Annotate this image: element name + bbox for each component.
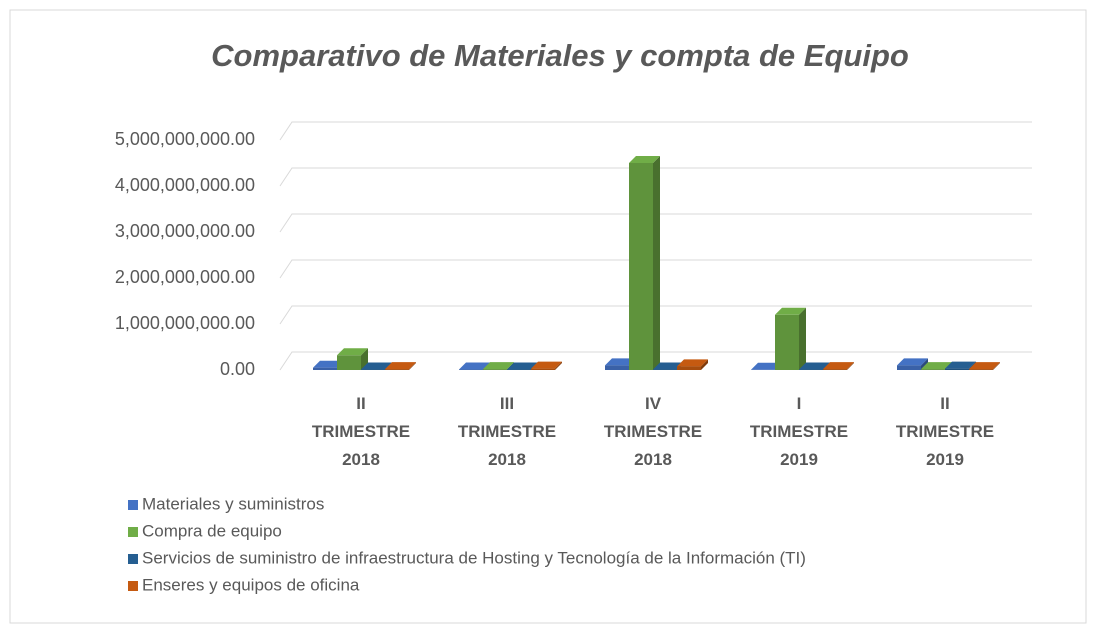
y-tick-label: 3,000,000,000.00 <box>115 221 255 241</box>
legend-label: Servicios de suministro de infraestructu… <box>142 548 806 567</box>
bar-front <box>605 365 629 370</box>
x-tick-line: 2018 <box>634 450 672 469</box>
x-tick-line: 2019 <box>780 450 818 469</box>
bar-side <box>653 156 660 370</box>
bar-front <box>969 369 993 370</box>
bar-front <box>945 369 969 370</box>
legend-label: Enseres y equipos de oficina <box>142 575 360 594</box>
bar-front <box>921 369 945 370</box>
legend-label: Materiales y suministros <box>142 494 324 513</box>
x-tick-line: II <box>940 394 949 413</box>
x-tick-line: TRIMESTRE <box>458 422 556 441</box>
bar-front <box>483 369 507 370</box>
x-tick-line: II <box>356 394 365 413</box>
chart-title: Comparativo de Materiales y compta de Eq… <box>211 38 909 73</box>
bar-front <box>337 355 361 370</box>
x-tick-line: III <box>500 394 514 413</box>
y-tick-label: 5,000,000,000.00 <box>115 129 255 149</box>
x-tick-line: TRIMESTRE <box>896 422 994 441</box>
y-tick-label: 0.00 <box>220 359 255 379</box>
x-tick-line: 2019 <box>926 450 964 469</box>
y-tick-label: 2,000,000,000.00 <box>115 267 255 287</box>
bar-side <box>799 308 806 370</box>
legend-swatch <box>128 581 138 591</box>
y-tick-label: 4,000,000,000.00 <box>115 175 255 195</box>
legend-label: Compra de equipo <box>142 521 282 540</box>
x-tick-line: TRIMESTRE <box>604 422 702 441</box>
x-tick-line: TRIMESTRE <box>750 422 848 441</box>
legend-swatch <box>128 500 138 510</box>
legend-swatch <box>128 527 138 537</box>
bar-front <box>775 315 799 370</box>
bar-front <box>531 369 555 370</box>
bar <box>629 156 660 370</box>
x-tick-line: 2018 <box>488 450 526 469</box>
bar-front <box>629 163 653 370</box>
bar-front <box>313 368 337 370</box>
bar-front <box>897 365 921 370</box>
bar-front <box>385 369 409 370</box>
x-tick-line: TRIMESTRE <box>312 422 410 441</box>
legend-swatch <box>128 554 138 564</box>
y-tick-label: 1,000,000,000.00 <box>115 313 255 333</box>
bar <box>337 348 368 370</box>
bar-front <box>823 369 847 370</box>
x-tick-line: I <box>797 394 802 413</box>
x-tick-line: IV <box>645 394 662 413</box>
x-tick-line: 2018 <box>342 450 380 469</box>
bar <box>775 308 806 370</box>
bar-front <box>677 366 701 370</box>
